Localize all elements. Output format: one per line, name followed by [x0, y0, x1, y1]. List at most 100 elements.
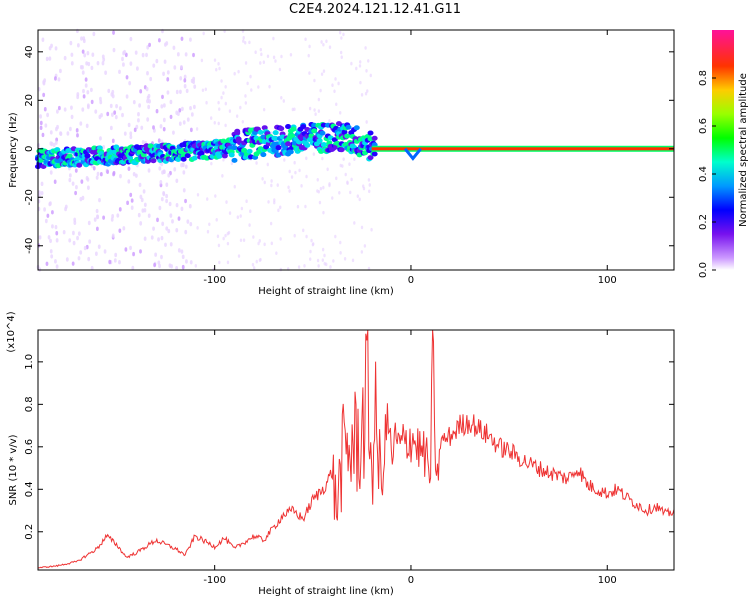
spectrogram-speckle: [40, 190, 44, 196]
spectrogram-speckle: [313, 78, 316, 83]
spectrogram-speckle: [331, 83, 334, 88]
spectrogram-blob: [66, 153, 73, 159]
spectrogram-blob: [353, 125, 360, 131]
spectrogram-speckle: [181, 106, 184, 112]
spectrogram-speckle: [137, 112, 140, 117]
spectrogram-speckle: [248, 40, 251, 45]
spectrogram-speckle: [148, 99, 151, 104]
spectrogram-speckle: [252, 266, 256, 270]
spectrogram-speckle: [92, 31, 96, 37]
spectrogram-speckle: [194, 264, 198, 268]
spectrogram-speckle: [339, 251, 342, 255]
spectrogram-speckle: [257, 241, 260, 246]
spectrogram-blob: [272, 130, 279, 136]
spectrogram-speckle: [84, 83, 88, 88]
spectrogram-speckle: [192, 52, 195, 58]
spectrogram-speckle: [146, 45, 150, 50]
spectrogram-speckle: [136, 66, 139, 71]
spectrogram-speckle: [296, 204, 300, 209]
spectrogram-speckle: [183, 74, 187, 80]
spectrogram-speckle: [150, 235, 154, 240]
spectrogram-speckle: [224, 85, 227, 89]
spectrogram-speckle: [108, 259, 112, 265]
spectrogram-speckle: [348, 162, 351, 167]
y-tick-label: 0.4: [24, 481, 35, 497]
spectrogram-speckle: [173, 167, 177, 172]
spectrogram-speckle: [254, 50, 257, 55]
spectrogram-speckle: [278, 67, 282, 72]
spectrogram-speckle: [107, 88, 111, 94]
spectrogram-speckle: [213, 120, 216, 125]
spectrogram-speckle: [272, 55, 276, 60]
spectrogram-speckle: [180, 64, 183, 70]
spectrogram-speckle: [129, 61, 133, 66]
spectrogram-blob: [311, 128, 318, 134]
spectrogram-speckle: [92, 166, 96, 171]
spectrogram-speckle: [176, 52, 180, 57]
spectrogram-speckle: [217, 100, 220, 105]
spectrogram-speckle: [138, 182, 142, 188]
spectrogram-blob: [278, 126, 285, 132]
spectrogram-speckle: [320, 40, 323, 44]
spectrogram-speckle: [81, 70, 85, 75]
spectrogram-speckle: [44, 218, 48, 224]
spectrogram-speckle: [134, 50, 138, 55]
spectrogram-speckle: [112, 172, 116, 177]
spectrogram-speckle: [75, 185, 78, 190]
spectrogram-speckle: [172, 45, 176, 50]
colorbar-label: Normalized spectral amplitude: [738, 73, 749, 227]
spectrogram-speckle: [317, 109, 321, 113]
spectrogram-speckle: [162, 71, 165, 77]
spectrogram-line-core: [371, 147, 674, 151]
spectrogram-speckle: [122, 62, 125, 67]
spectrogram-speckle: [358, 64, 362, 68]
spectrogram-speckle: [196, 226, 199, 230]
snr-frame: [37, 329, 675, 571]
spectrogram-speckle: [353, 221, 356, 225]
spectrogram-speckle: [244, 40, 247, 45]
spectrogram-speckle: [160, 254, 163, 260]
spectrogram-speckle: [103, 249, 107, 254]
spectrogram-blob: [367, 130, 374, 136]
spectrogram-speckle: [368, 189, 371, 194]
y-tick-label: 0.8: [24, 396, 35, 412]
spectrogram-speckle: [355, 66, 358, 71]
spectrogram-dip: [403, 147, 422, 161]
spectrogram-speckle: [143, 208, 147, 213]
spectrogram-speckle: [149, 76, 153, 82]
spectrogram-speckle: [42, 92, 46, 98]
y-tick-label: 0.2: [24, 524, 35, 540]
spectrogram-speckle: [335, 102, 338, 107]
spectrogram-speckle: [326, 167, 329, 172]
spectrogram-speckle: [321, 258, 325, 262]
spectrogram-speckle: [77, 256, 81, 261]
spectrogram-speckle: [164, 242, 167, 247]
spectrogram-speckle: [84, 77, 88, 82]
spectrogram-speckle: [175, 228, 179, 233]
spectrogram-speckle: [320, 72, 324, 76]
spectrogram-speckle: [63, 107, 67, 112]
spectrogram-speckle: [205, 100, 208, 105]
spectrogram-speckle: [165, 198, 169, 204]
spectrogram-speckle: [175, 202, 179, 208]
spectrogram-speckle: [51, 210, 54, 215]
spectrogram-speckle: [202, 31, 205, 36]
spectrogram-speckle: [87, 185, 90, 190]
spectrogram-blob: [285, 141, 292, 147]
spectrogram-speckle: [38, 190, 41, 195]
spectrogram-speckle: [279, 237, 282, 241]
snr-y-axis-label: SNR (10 * v/v): [8, 434, 19, 505]
spectrogram-speckle: [96, 214, 99, 219]
spectrogram-speckle: [224, 123, 227, 128]
spectrogram-speckle: [156, 217, 159, 223]
spectrogram-speckle: [196, 192, 200, 197]
spectrogram-speckle: [118, 106, 122, 111]
spectrogram-speckle: [94, 251, 98, 256]
spectrogram-speckle: [332, 259, 335, 263]
spectrogram-speckle: [360, 250, 364, 254]
spectrogram-speckle: [96, 171, 100, 177]
spectrogram-speckle: [328, 119, 331, 123]
spectrogram-speckle: [334, 234, 337, 239]
spectrogram-speckle: [210, 161, 213, 166]
spectrogram-speckle: [169, 242, 173, 247]
